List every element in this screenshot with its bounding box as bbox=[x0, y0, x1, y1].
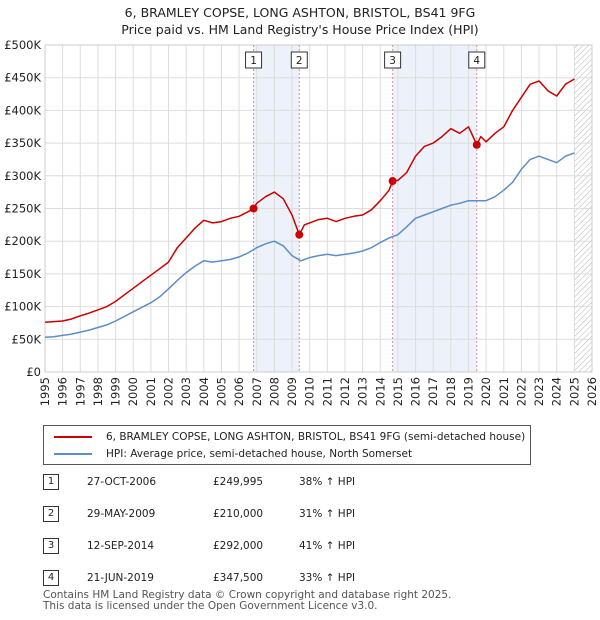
x-tick-label: 2011 bbox=[320, 377, 334, 406]
x-tick-label: 2013 bbox=[356, 377, 370, 406]
x-tick-label: 2012 bbox=[338, 377, 352, 406]
marker-box-1 bbox=[245, 51, 263, 69]
x-tick-label: 1997 bbox=[73, 377, 87, 406]
attribution-footer: Contains HM Land Registry data © Crown c… bbox=[43, 590, 451, 612]
transaction-price: £210,000 bbox=[213, 508, 264, 520]
x-tick-label: 1998 bbox=[91, 377, 105, 406]
footer-line-licence: This data is licensed under the Open Gov… bbox=[43, 600, 378, 612]
chart-title: 6, BRAMLEY COPSE, LONG ASHTON, BRISTOL, … bbox=[124, 5, 476, 20]
x-tick-label: 2008 bbox=[267, 377, 281, 406]
legend-label-hpi: HPI: Average price, semi-detached house,… bbox=[106, 448, 413, 460]
transaction-price: £347,500 bbox=[213, 572, 264, 584]
y-tick-label: £500K bbox=[4, 38, 41, 52]
transaction-number: 3 bbox=[43, 538, 59, 554]
chart-subtitle: Price paid vs. HM Land Registry's House … bbox=[121, 22, 479, 37]
x-tick-label: 2002 bbox=[162, 377, 176, 406]
legend-label-property: 6, BRAMLEY COPSE, LONG ASHTON, BRISTOL, … bbox=[106, 431, 526, 443]
marker-box-label-3: 3 bbox=[389, 55, 396, 67]
marker-box-label-2: 2 bbox=[296, 55, 303, 67]
transaction-price: £249,995 bbox=[213, 476, 264, 488]
transaction-hpi-diff: 31% ↑ HPI bbox=[299, 508, 356, 520]
x-tick-label: 2023 bbox=[532, 377, 546, 406]
x-tick-label: 2025 bbox=[567, 377, 581, 406]
x-tick-label: 2021 bbox=[497, 377, 511, 406]
x-tick-label: 2010 bbox=[303, 377, 317, 406]
x-tick-label: 2024 bbox=[550, 377, 564, 406]
legend-swatch-property bbox=[54, 436, 92, 438]
y-tick-label: £50K bbox=[12, 332, 42, 346]
transaction-number: 4 bbox=[43, 570, 59, 586]
x-tick-label: 2014 bbox=[373, 377, 387, 406]
marker-box-label-4: 4 bbox=[473, 55, 480, 67]
transaction-number: 1 bbox=[43, 474, 59, 490]
y-tick-label: £150K bbox=[4, 267, 41, 281]
y-tick-label: £350K bbox=[4, 136, 41, 150]
y-tick-label: £100K bbox=[4, 300, 41, 314]
x-tick-label: 2015 bbox=[391, 377, 405, 406]
legend-item-property: 6, BRAMLEY COPSE, LONG ASHTON, BRISTOL, … bbox=[54, 429, 525, 445]
x-tick-label: 2007 bbox=[250, 377, 264, 406]
transaction-hpi-diff: 38% ↑ HPI bbox=[299, 476, 356, 488]
x-tick-label: 2017 bbox=[426, 377, 440, 406]
y-tick-label: £200K bbox=[4, 234, 41, 248]
footer-line-copyright: Contains HM Land Registry data © Crown c… bbox=[43, 589, 452, 601]
x-tick-label: 2000 bbox=[126, 377, 140, 406]
transaction-hpi-diff: 33% ↑ HPI bbox=[299, 572, 356, 584]
x-tick-label: 2026 bbox=[585, 377, 599, 406]
chart-title-block: 6, BRAMLEY COPSE, LONG ASHTON, BRISTOL, … bbox=[0, 4, 600, 38]
x-tick-label: 2006 bbox=[232, 377, 246, 406]
marker-box-3 bbox=[384, 51, 402, 69]
x-tick-label: 1996 bbox=[56, 377, 70, 406]
y-tick-label: £400K bbox=[4, 103, 41, 117]
sale-point-3 bbox=[388, 177, 397, 186]
y-tick-label: £450K bbox=[4, 71, 41, 85]
x-tick-label: 2020 bbox=[479, 377, 493, 406]
hpi-line bbox=[44, 152, 575, 339]
property-price-line bbox=[44, 78, 575, 324]
marker-box-4 bbox=[468, 51, 486, 69]
x-tick-label: 2003 bbox=[179, 377, 193, 406]
table-row: 2 29-MAY-2009 £210,000 31% ↑ HPI bbox=[43, 506, 563, 526]
transaction-price: £292,000 bbox=[213, 540, 264, 552]
transaction-date: 21-JUN-2019 bbox=[87, 572, 154, 584]
y-tick-label: £250K bbox=[4, 202, 41, 216]
x-tick-label: 2019 bbox=[462, 377, 476, 406]
legend-item-hpi: HPI: Average price, semi-detached house,… bbox=[54, 446, 412, 462]
plot-frame bbox=[44, 44, 593, 373]
chart-legend: 6, BRAMLEY COPSE, LONG ASHTON, BRISTOL, … bbox=[43, 425, 531, 465]
x-tick-label: 2001 bbox=[144, 377, 158, 406]
x-tick-label: 2016 bbox=[409, 377, 423, 406]
price-chart: £0 £50K £100K £150K £200K £250K £300K £350K £400… bbox=[4, 38, 599, 406]
x-tick-label: 2004 bbox=[197, 377, 211, 406]
x-tick-label: 2005 bbox=[214, 377, 228, 406]
x-tick-label: 2022 bbox=[514, 377, 528, 406]
table-row: 3 12-SEP-2014 £292,000 41% ↑ HPI bbox=[43, 538, 563, 558]
y-tick-label: £0 bbox=[26, 365, 41, 379]
transaction-date: 29-MAY-2009 bbox=[87, 508, 156, 520]
x-tick-label: 2009 bbox=[285, 377, 299, 406]
x-tick-label: 1995 bbox=[38, 377, 52, 406]
table-row: 4 21-JUN-2019 £347,500 33% ↑ HPI bbox=[43, 570, 563, 590]
table-row: 1 27-OCT-2006 £249,995 38% ↑ HPI bbox=[43, 474, 563, 494]
sale-point-2 bbox=[295, 230, 304, 239]
transaction-date: 12-SEP-2014 bbox=[87, 540, 155, 552]
transaction-date: 27-OCT-2006 bbox=[87, 476, 156, 488]
x-tick-label: 1999 bbox=[109, 377, 123, 406]
x-tick-label: 2018 bbox=[444, 377, 458, 406]
y-tick-label: £300K bbox=[4, 169, 41, 183]
sale-point-1 bbox=[249, 204, 258, 213]
sale-point-4 bbox=[472, 140, 481, 149]
legend-swatch-hpi bbox=[54, 453, 92, 455]
transaction-hpi-diff: 41% ↑ HPI bbox=[299, 540, 356, 552]
transaction-number: 2 bbox=[43, 506, 59, 522]
marker-box-2 bbox=[290, 51, 308, 69]
marker-box-label-1: 1 bbox=[250, 55, 257, 67]
